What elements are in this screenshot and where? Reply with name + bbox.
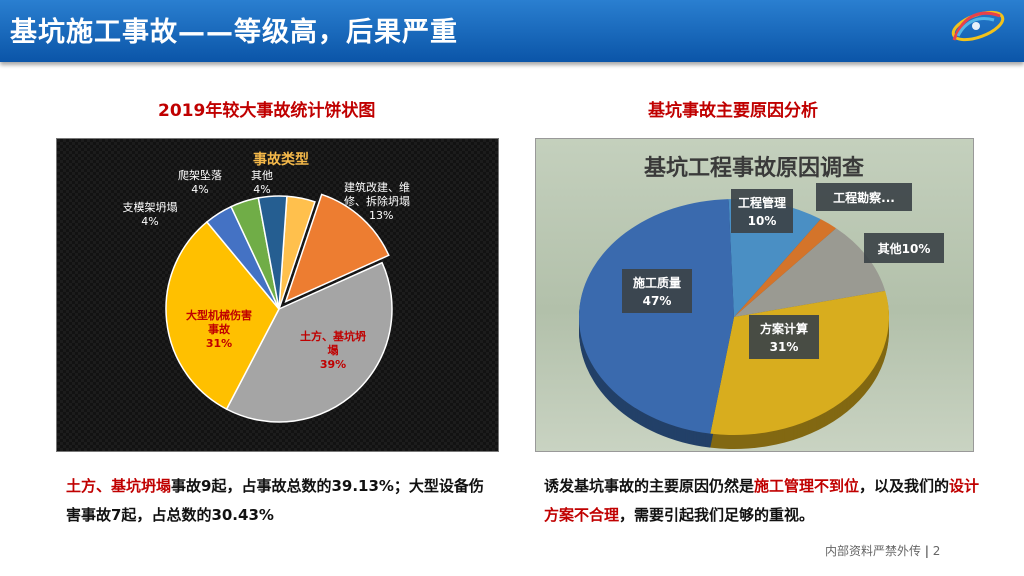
slice-value-top-other: 4% — [253, 183, 270, 196]
slide-title: 基坑施工事故——等级高，后果严重 — [10, 17, 458, 48]
right-summary-part-1: 诱发基坑事故的主要原因仍然是 — [544, 477, 755, 495]
left-chart-subtitle: 2019年较大事故统计饼状图 — [158, 101, 376, 121]
callout-gongcheng-kancha: 工程勘察... — [816, 183, 912, 211]
svg-text:10%: 10% — [748, 214, 777, 228]
slice-value-paja: 4% — [191, 183, 208, 196]
company-logo-icon — [951, 10, 1005, 42]
svg-text:31%: 31% — [770, 340, 799, 354]
slice-value-tufang: 39% — [320, 358, 346, 371]
slice-value-daxing: 31% — [206, 337, 232, 350]
slice-label-paja: 爬架坠落 — [178, 169, 222, 182]
right-summary-part-3: ，需要引起我们足够的重视。 — [619, 506, 815, 524]
left-pie-slices — [165, 193, 393, 423]
highlight-management: 施工管理不到位 — [754, 477, 860, 495]
pie-slice-6 — [257, 195, 288, 310]
pie-slice-3 — [165, 220, 280, 411]
slice-label-tufang-1: 土方、基坑坍 — [300, 329, 366, 343]
callout-shigong-zhiliang: 施工质量 47% — [622, 269, 692, 313]
right-chart-title: 基坑工程事故原因调查 — [644, 155, 864, 181]
cause-analysis-pie-chart: 基坑工程事故原因调查 工程管理 10% 工程勘察... 其他10% 方案计算 3… — [535, 138, 974, 452]
callout-qita: 其他10% — [864, 233, 944, 263]
svg-text:方案计算: 方案计算 — [760, 321, 808, 336]
footer: 内部资料严禁外传 | 2 — [825, 544, 941, 558]
right-summary-text: 诱发基坑事故的主要原因仍然是施工管理不到位，以及我们的设计方案不合理，需要引起我… — [544, 472, 984, 530]
right-summary-part-2: ，以及我们的 — [859, 477, 950, 495]
svg-text:其他10%: 其他10% — [878, 241, 931, 256]
title-bar: 基坑施工事故——等级高，后果严重 — [0, 0, 1024, 62]
svg-text:工程管理: 工程管理 — [738, 195, 786, 210]
slice-label-zhimo: 支模架坍塌 — [123, 200, 178, 214]
slice-label-tufang-2: 塌 — [328, 343, 339, 357]
callout-gongcheng-guanli: 工程管理 10% — [731, 189, 793, 233]
right-pie-slices — [578, 199, 889, 449]
slice-label-jianzhu-2: 修、拆除坍塌 — [344, 194, 410, 208]
svg-text:工程勘察...: 工程勘察... — [833, 190, 895, 205]
slice-label-jianzhu-1: 建筑改建、维 — [344, 180, 410, 194]
highlight-tufang: 土方、基坑坍塌 — [66, 477, 172, 495]
left-summary-body: 事故9起，占事故总数的39.13%；大型设备伤害事故7起，占总数的30.43% — [66, 477, 484, 524]
pie-slice-2 — [734, 228, 886, 317]
pie-slice-2 — [225, 261, 393, 423]
slice-value-jianzhu: 13% — [369, 209, 393, 222]
callout-fangan-jisuan: 方案计算 31% — [749, 315, 819, 359]
pie-slice-1 — [734, 219, 837, 317]
right-chart-subtitle: 基坑事故主要原因分析 — [648, 101, 818, 121]
highlight-design: 设计方案不合理 — [544, 477, 980, 524]
slice-value-zhimo: 4% — [141, 215, 158, 228]
slice-label-top-other: 其他 — [251, 169, 273, 182]
svg-text:47%: 47% — [643, 294, 672, 308]
footer-confidential: 内部资料严禁外传 — [825, 544, 922, 558]
pie-slice-4 — [578, 199, 734, 434]
slice-label-daxing-1: 大型机械伤害 — [186, 308, 252, 322]
legend-title: 事故类型 — [253, 151, 309, 168]
accident-type-pie-chart: 事故类型 其他 4% 爬架坠落 4% 支模架坍塌 4% 建筑改建、维 修、拆除坍… — [56, 138, 499, 452]
left-summary-text: 土方、基坑坍塌事故9起，占事故总数的39.13%；大型设备伤害事故7起，占总数的… — [66, 472, 496, 530]
svg-text:施工质量: 施工质量 — [633, 275, 681, 290]
pie-slice-1 — [284, 193, 390, 303]
page-number: 2 — [932, 544, 941, 558]
slice-label-daxing-2: 事故 — [208, 322, 231, 336]
